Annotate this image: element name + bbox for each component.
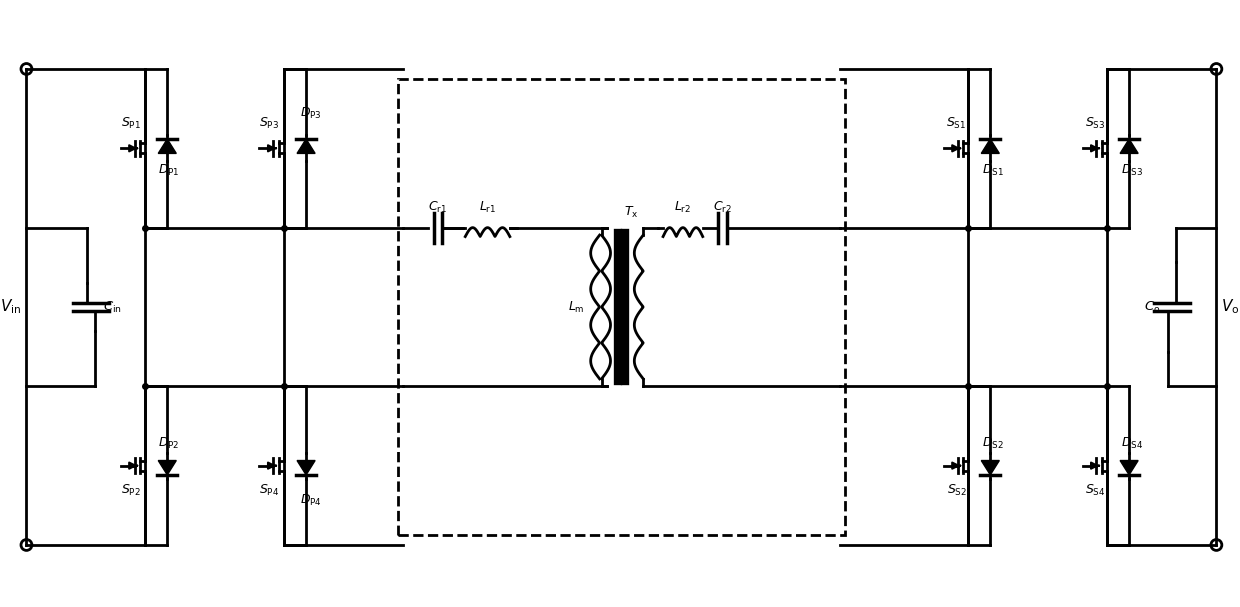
Polygon shape [1120,461,1138,475]
Text: $V_{\mathrm{o}}$: $V_{\mathrm{o}}$ [1221,297,1240,316]
Polygon shape [981,461,999,475]
Text: $D_{\mathrm{S4}}$: $D_{\mathrm{S4}}$ [1121,436,1143,452]
Text: $S_{\mathrm{S4}}$: $S_{\mathrm{S4}}$ [1085,483,1106,498]
Text: $S_{\mathrm{P2}}$: $S_{\mathrm{P2}}$ [120,483,140,498]
Polygon shape [1120,139,1138,154]
Text: $L_{\mathrm{r1}}$: $L_{\mathrm{r1}}$ [479,200,496,215]
Text: $C_{\mathrm{o}}$: $C_{\mathrm{o}}$ [1143,299,1161,314]
Text: $L_{\mathrm{m}}$: $L_{\mathrm{m}}$ [568,299,585,314]
Text: $S_{\mathrm{S2}}$: $S_{\mathrm{S2}}$ [946,483,967,498]
Polygon shape [159,461,176,475]
Polygon shape [298,139,315,154]
Text: $D_{\mathrm{S3}}$: $D_{\mathrm{S3}}$ [1121,163,1143,178]
Text: $D_{\mathrm{S2}}$: $D_{\mathrm{S2}}$ [982,436,1004,452]
Text: $D_{\mathrm{S1}}$: $D_{\mathrm{S1}}$ [982,163,1004,178]
Text: $C_{\mathrm{r1}}$: $C_{\mathrm{r1}}$ [429,200,448,215]
Text: $V_{\mathrm{in}}$: $V_{\mathrm{in}}$ [0,297,21,316]
Text: $D_{\mathrm{P1}}$: $D_{\mathrm{P1}}$ [159,163,180,178]
Polygon shape [298,461,315,475]
Polygon shape [159,139,176,154]
Text: $S_{\mathrm{S1}}$: $S_{\mathrm{S1}}$ [946,116,967,131]
Polygon shape [981,139,999,154]
Text: $D_{\mathrm{P2}}$: $D_{\mathrm{P2}}$ [159,436,180,452]
Bar [398,79,844,535]
Text: $S_{\mathrm{P4}}$: $S_{\mathrm{P4}}$ [259,483,279,498]
Text: $S_{\mathrm{S3}}$: $S_{\mathrm{S3}}$ [1085,116,1106,131]
Text: $T_{\mathrm{x}}$: $T_{\mathrm{x}}$ [624,205,639,220]
Text: $D_{\mathrm{P4}}$: $D_{\mathrm{P4}}$ [300,493,322,508]
Text: $S_{\mathrm{P3}}$: $S_{\mathrm{P3}}$ [259,116,279,131]
Text: $D_{\mathrm{P3}}$: $D_{\mathrm{P3}}$ [300,106,322,121]
Text: $C_{\mathrm{in}}$: $C_{\mathrm{in}}$ [103,299,123,314]
Text: $S_{\mathrm{P1}}$: $S_{\mathrm{P1}}$ [120,116,140,131]
Text: $C_{\mathrm{r2}}$: $C_{\mathrm{r2}}$ [713,200,732,215]
Text: $L_{\mathrm{r2}}$: $L_{\mathrm{r2}}$ [675,200,692,215]
